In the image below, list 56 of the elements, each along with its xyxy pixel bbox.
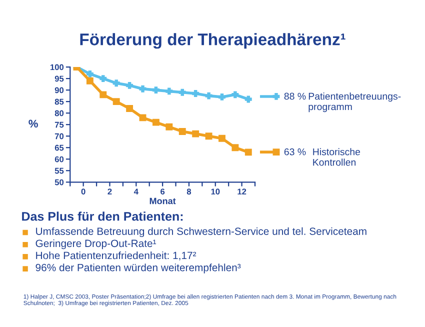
point (178, 88, 186, 96)
y-tick-label: 75 (54, 122, 64, 128)
point (218, 93, 226, 100)
point (192, 90, 200, 97)
text: 88 % (284, 92, 306, 100)
point (166, 123, 173, 130)
text: Hohe Patientenzufriedenheit: 1,17² (36, 252, 196, 260)
point (178, 128, 186, 135)
point (232, 144, 239, 152)
x-tick-label: 10 (211, 188, 220, 195)
point (100, 75, 107, 82)
y-tick-label: 95 (54, 76, 64, 82)
text: Historische Kontrollen (313, 148, 360, 166)
text: Umfassende Betreuung durch Schwestern-Service und tel. Serviceteam (36, 227, 366, 238)
point (139, 85, 146, 92)
point (244, 148, 252, 156)
x-tick-label: 2 (108, 188, 112, 194)
y-tick-label: 90 (54, 87, 64, 94)
point (126, 82, 134, 89)
y-tick-label: 100 (50, 64, 64, 70)
x-tick-label: 0 (81, 188, 86, 195)
point (218, 134, 226, 142)
x-tick-label: 8 (186, 188, 192, 195)
point (166, 88, 173, 95)
y-tick-label: 70 (54, 133, 64, 140)
text: Patientenbetreuungs- programm (308, 92, 401, 112)
point (152, 86, 160, 94)
text: Das Plus für den Patienten: (22, 212, 183, 221)
text: Geringere Drop-Out-Rate¹ (36, 239, 156, 250)
y-tick-label: 60 (54, 156, 64, 162)
point (100, 91, 107, 98)
point (112, 98, 120, 106)
point (205, 92, 212, 100)
chart-title: Förderung der Therapieadhärenz¹ (80, 33, 346, 49)
point (244, 96, 252, 103)
point (192, 130, 200, 138)
y-tick-label: 80 (54, 110, 64, 116)
y-tick-label: 50 (54, 179, 64, 186)
point (86, 77, 94, 84)
y-axis-title: % (28, 120, 38, 128)
point (112, 80, 120, 87)
x-tick-label: 12 (238, 188, 246, 194)
point (205, 132, 212, 140)
x-tick-label: 4 (134, 188, 138, 194)
y-tick-label: 55 (54, 168, 64, 174)
point (152, 118, 160, 126)
y-tick-label: 85 (54, 98, 64, 105)
point (139, 114, 146, 122)
point (232, 91, 239, 98)
text: 96% der Patienten würden weiterempfehlen³ (36, 264, 241, 274)
y-tick-label: 65 (54, 144, 64, 151)
text: 63 % (284, 148, 306, 156)
x-axis-title: Monat (150, 198, 176, 204)
point (86, 70, 94, 78)
x-tick-label: 6 (160, 188, 165, 195)
point (126, 105, 134, 112)
